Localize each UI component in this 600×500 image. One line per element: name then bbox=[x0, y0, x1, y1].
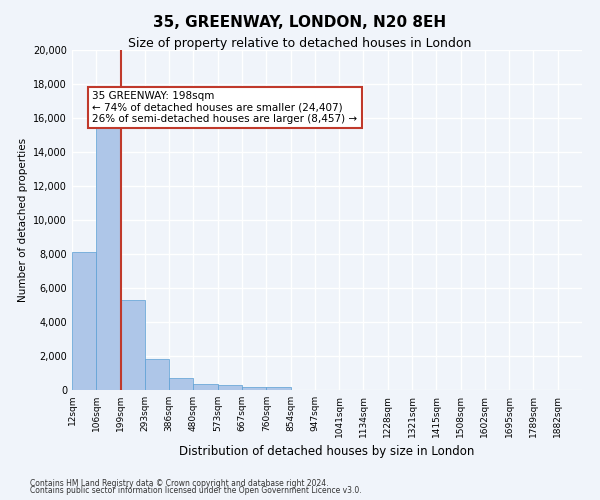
Y-axis label: Number of detached properties: Number of detached properties bbox=[18, 138, 28, 302]
Text: Contains HM Land Registry data © Crown copyright and database right 2024.: Contains HM Land Registry data © Crown c… bbox=[30, 478, 329, 488]
Text: 35 GREENWAY: 198sqm
← 74% of detached houses are smaller (24,407)
26% of semi-de: 35 GREENWAY: 198sqm ← 74% of detached ho… bbox=[92, 91, 358, 124]
Bar bbox=[145, 358, 169, 390]
Bar bbox=[121, 300, 145, 390]
X-axis label: Distribution of detached houses by size in London: Distribution of detached houses by size … bbox=[179, 446, 475, 458]
Bar bbox=[96, 108, 121, 390]
Bar bbox=[266, 388, 290, 390]
Bar bbox=[72, 252, 96, 390]
Text: 35, GREENWAY, LONDON, N20 8EH: 35, GREENWAY, LONDON, N20 8EH bbox=[154, 15, 446, 30]
Bar bbox=[169, 378, 193, 390]
Bar bbox=[193, 384, 218, 390]
Bar bbox=[242, 387, 266, 390]
Bar bbox=[218, 386, 242, 390]
Text: Contains public sector information licensed under the Open Government Licence v3: Contains public sector information licen… bbox=[30, 486, 362, 495]
Text: Size of property relative to detached houses in London: Size of property relative to detached ho… bbox=[128, 38, 472, 51]
